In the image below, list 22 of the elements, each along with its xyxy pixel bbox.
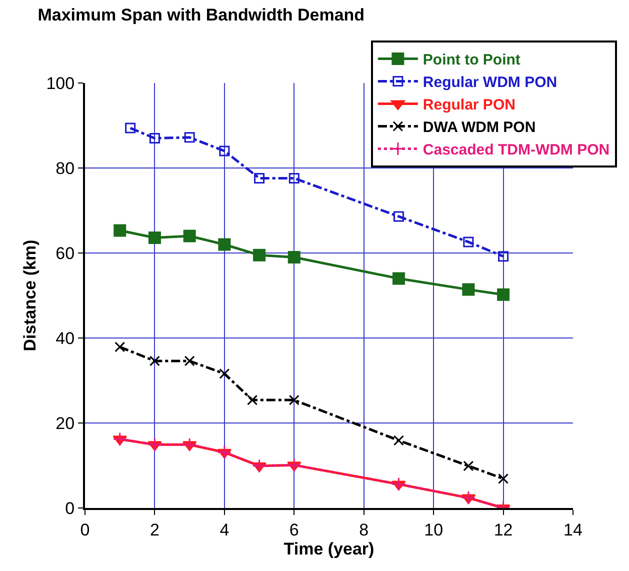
legend-label: DWA WDM PON (422, 119, 536, 136)
x-tick-label: 12 (494, 520, 513, 540)
legend-label: Cascaded TDM-WDM PON (422, 142, 610, 159)
y-tick-label: 100 (46, 74, 75, 93)
x-tick-label: 0 (80, 520, 90, 540)
y-tick-label: 20 (56, 414, 75, 433)
x-tick-label: 4 (220, 520, 230, 540)
x-tick-label: 2 (150, 520, 160, 540)
y-tick-label: 40 (56, 328, 75, 348)
x-tick-label: 14 (564, 520, 582, 540)
legend-label: Regular PON (422, 96, 516, 114)
y-tick-label: 0 (65, 498, 75, 518)
chart-title: Maximum Span with Bandwidth Demand (38, 5, 365, 24)
y-tick-label: 80 (56, 158, 75, 178)
legend-label: Regular WDM PON (422, 74, 558, 92)
y-tick-label: 60 (56, 244, 75, 263)
legend-label: Point to Point (422, 52, 520, 69)
y-axis-title: Distance (km) (20, 240, 40, 352)
x-tick-label: 6 (289, 520, 299, 540)
x-tick-label: 10 (424, 520, 444, 540)
x-tick-label: 8 (359, 520, 369, 540)
x-axis-title: Time (year) (284, 539, 374, 558)
